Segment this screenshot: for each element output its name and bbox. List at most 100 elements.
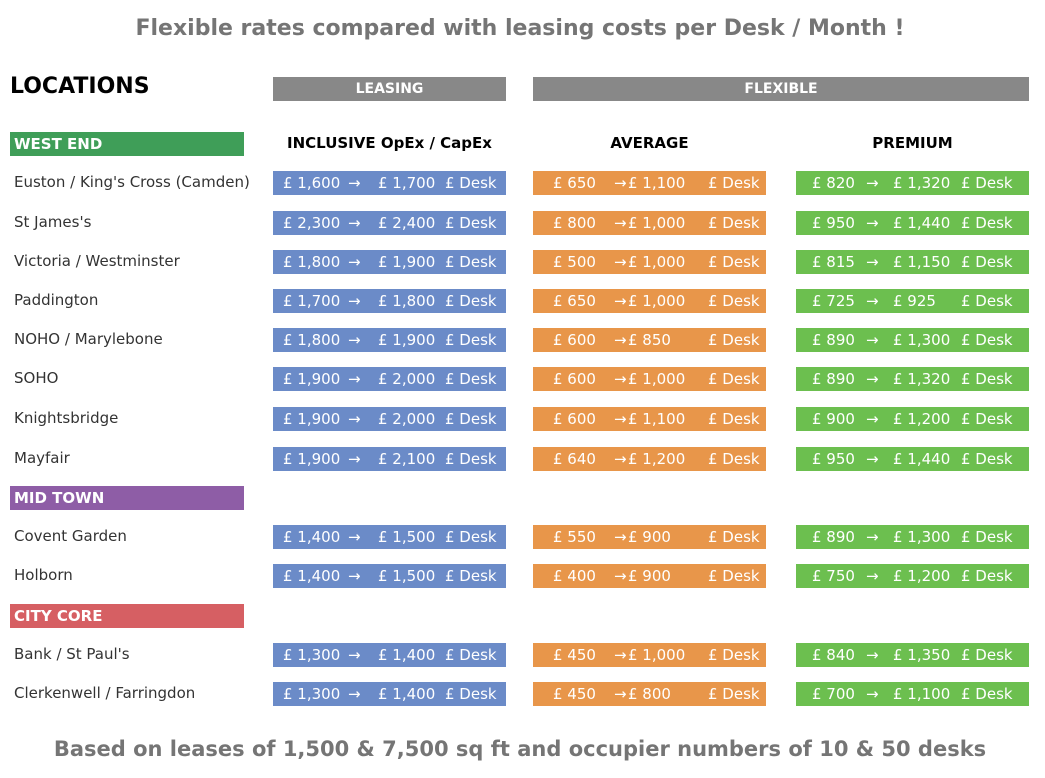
leasing-rate-cell: £ 1,300 → £ 1,400 £ Desk (273, 643, 506, 667)
leasing-rate-cell: £ 1,400 → £ 1,500 £ Desk (273, 564, 506, 588)
rate-low: £ 1,300 (283, 685, 341, 703)
rate-high: £ 1,500 (378, 567, 436, 585)
rate-high: £ 800 (628, 685, 671, 703)
average-rate-cell: £ 600 → £ 1,000 £ Desk (533, 367, 766, 391)
region-header: CITY CORE (10, 604, 244, 628)
unit-label: £ Desk (445, 685, 497, 703)
unit-label: £ Desk (961, 450, 1013, 468)
arrow-icon: → (348, 174, 361, 192)
rate-high: £ 1,350 (893, 646, 951, 664)
arrow-icon: → (866, 646, 879, 664)
leasing-header: LEASING (273, 77, 506, 101)
arrow-icon: → (614, 253, 627, 271)
rate-high: £ 1,000 (628, 253, 686, 271)
unit-label: £ Desk (708, 685, 760, 703)
average-rate-cell: £ 800 → £ 1,000 £ Desk (533, 211, 766, 235)
rate-low: £ 600 (553, 331, 596, 349)
average-rate-cell: £ 600 → £ 850 £ Desk (533, 328, 766, 352)
rate-high: £ 1,900 (378, 253, 436, 271)
premium-rate-cell: £ 820 → £ 1,320 £ Desk (796, 171, 1029, 195)
average-rate-cell: £ 450 → £ 1,000 £ Desk (533, 643, 766, 667)
average-rate-cell: £ 650 → £ 1,100 £ Desk (533, 171, 766, 195)
arrow-icon: → (614, 174, 627, 192)
location-label: Clerkenwell / Farringdon (14, 684, 196, 702)
unit-label: £ Desk (708, 331, 760, 349)
rate-low: £ 450 (553, 646, 596, 664)
location-label: NOHO / Marylebone (14, 330, 163, 348)
page-title: Flexible rates compared with leasing cos… (135, 16, 905, 41)
arrow-icon: → (348, 528, 361, 546)
arrow-icon: → (348, 646, 361, 664)
rate-high: £ 925 (893, 292, 936, 310)
unit-label: £ Desk (708, 410, 760, 428)
leasing-rate-cell: £ 1,400 → £ 1,500 £ Desk (273, 525, 506, 549)
unit-label: £ Desk (445, 253, 497, 271)
rate-high: £ 2,000 (378, 410, 436, 428)
rate-low: £ 1,900 (283, 450, 341, 468)
arrow-icon: → (348, 410, 361, 428)
rate-low: £ 815 (812, 253, 855, 271)
leasing-rate-cell: £ 1,600 → £ 1,700 £ Desk (273, 171, 506, 195)
unit-label: £ Desk (708, 370, 760, 388)
average-rate-cell: £ 600 → £ 1,100 £ Desk (533, 407, 766, 431)
rate-high: £ 1,800 (378, 292, 436, 310)
rate-low: £ 600 (553, 410, 596, 428)
rate-high: £ 1,200 (893, 567, 951, 585)
leasing-column-header: INCLUSIVE OpEx / CapEx (287, 134, 492, 152)
arrow-icon: → (614, 567, 627, 585)
rate-low: £ 840 (812, 646, 855, 664)
arrow-icon: → (866, 450, 879, 468)
premium-rate-cell: £ 890 → £ 1,300 £ Desk (796, 525, 1029, 549)
premium-rate-cell: £ 700 → £ 1,100 £ Desk (796, 682, 1029, 706)
unit-label: £ Desk (445, 567, 497, 585)
arrow-icon: → (348, 253, 361, 271)
premium-column-header: PREMIUM (872, 134, 953, 152)
unit-label: £ Desk (961, 567, 1013, 585)
rate-high: £ 1,400 (378, 646, 436, 664)
location-label: Victoria / Westminster (14, 252, 180, 270)
arrow-icon: → (866, 685, 879, 703)
unit-label: £ Desk (708, 174, 760, 192)
unit-label: £ Desk (708, 528, 760, 546)
location-label: Covent Garden (14, 527, 127, 545)
unit-label: £ Desk (445, 331, 497, 349)
rate-high: £ 1,100 (628, 410, 686, 428)
unit-label: £ Desk (961, 410, 1013, 428)
arrow-icon: → (866, 174, 879, 192)
rate-high: £ 1,300 (893, 331, 951, 349)
premium-rate-cell: £ 725 → £ 925 £ Desk (796, 289, 1029, 313)
arrow-icon: → (348, 450, 361, 468)
unit-label: £ Desk (708, 567, 760, 585)
premium-rate-cell: £ 815 → £ 1,150 £ Desk (796, 250, 1029, 274)
rate-low: £ 890 (812, 331, 855, 349)
unit-label: £ Desk (961, 528, 1013, 546)
rate-high: £ 1,000 (628, 646, 686, 664)
arrow-icon: → (348, 292, 361, 310)
unit-label: £ Desk (961, 331, 1013, 349)
arrow-icon: → (866, 370, 879, 388)
rate-low: £ 800 (553, 214, 596, 232)
rate-low: £ 400 (553, 567, 596, 585)
rate-low: £ 650 (553, 174, 596, 192)
rate-high: £ 900 (628, 528, 671, 546)
unit-label: £ Desk (708, 214, 760, 232)
arrow-icon: → (614, 646, 627, 664)
rate-low: £ 640 (553, 450, 596, 468)
location-label: St James's (14, 213, 92, 231)
arrow-icon: → (614, 331, 627, 349)
rate-low: £ 1,400 (283, 567, 341, 585)
rate-low: £ 1,800 (283, 253, 341, 271)
rate-high: £ 1,200 (628, 450, 686, 468)
rate-low: £ 750 (812, 567, 855, 585)
rate-high: £ 1,900 (378, 331, 436, 349)
rate-high: £ 1,440 (893, 450, 951, 468)
arrow-icon: → (614, 528, 627, 546)
rate-high: £ 2,100 (378, 450, 436, 468)
rate-low: £ 890 (812, 370, 855, 388)
average-rate-cell: £ 550 → £ 900 £ Desk (533, 525, 766, 549)
leasing-rate-cell: £ 2,300 → £ 2,400 £ Desk (273, 211, 506, 235)
rate-high: £ 1,500 (378, 528, 436, 546)
leasing-rate-cell: £ 1,900 → £ 2,000 £ Desk (273, 407, 506, 431)
rate-low: £ 1,600 (283, 174, 341, 192)
leasing-rate-cell: £ 1,900 → £ 2,100 £ Desk (273, 447, 506, 471)
